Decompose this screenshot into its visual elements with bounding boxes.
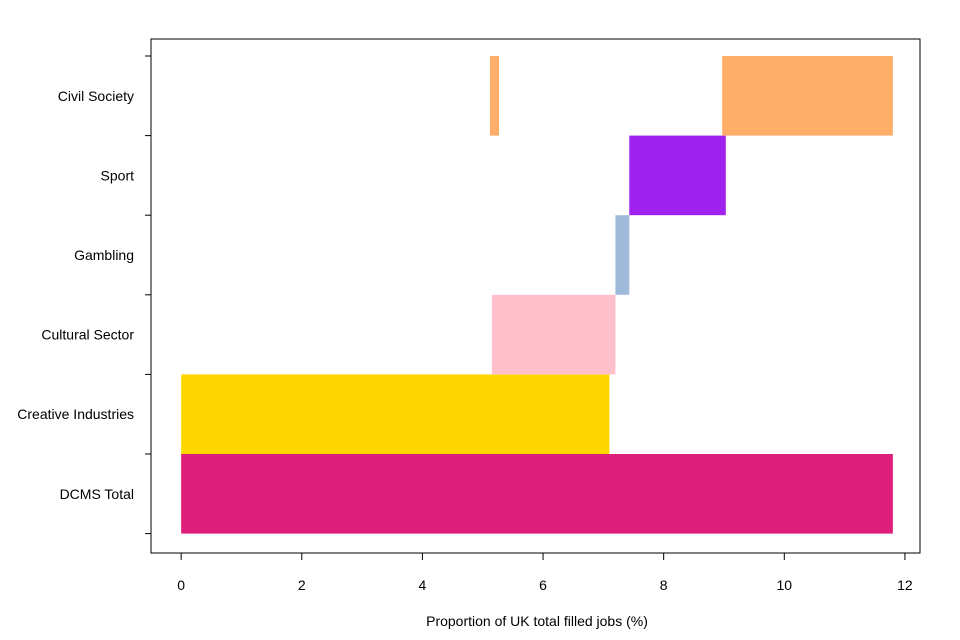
y-tick-label-creative-industries: Creative Industries [17, 406, 134, 422]
x-tick-label: 10 [777, 577, 793, 593]
bar-creative-industries [181, 374, 610, 454]
x-tick-label: 12 [897, 577, 913, 593]
bar-cultural-sector [491, 294, 616, 375]
x-tick-label: 2 [298, 577, 306, 593]
x-tick-label: 8 [660, 577, 668, 593]
x-axis-label: Proportion of UK total filled jobs (%) [426, 613, 648, 629]
x-axis: 0 2 4 6 8 10 12 [177, 553, 913, 593]
y-tick-label-cultural-sector: Cultural Sector [41, 327, 134, 343]
x-tick-label: 0 [177, 577, 185, 593]
plot-frame [150, 38, 921, 554]
bar-gambling [615, 215, 630, 295]
y-tick-label-sport: Sport [101, 167, 135, 183]
bars-group [181, 56, 893, 534]
x-tick-label: 6 [539, 577, 547, 593]
x-tick-label: 4 [419, 577, 427, 593]
bar-sport [629, 135, 726, 216]
bar-dcms-total [181, 454, 893, 534]
y-tick-label-civil-society: Civil Society [58, 88, 134, 104]
bar-civil-society [722, 56, 893, 136]
y-tick-label-gambling: Gambling [74, 247, 134, 263]
y-tick-label-dcms-total: DCMS Total [60, 486, 134, 502]
bar-civil-society [489, 56, 500, 136]
y-axis: DCMS Total Creative Industries Cultural Se… [17, 55, 151, 535]
